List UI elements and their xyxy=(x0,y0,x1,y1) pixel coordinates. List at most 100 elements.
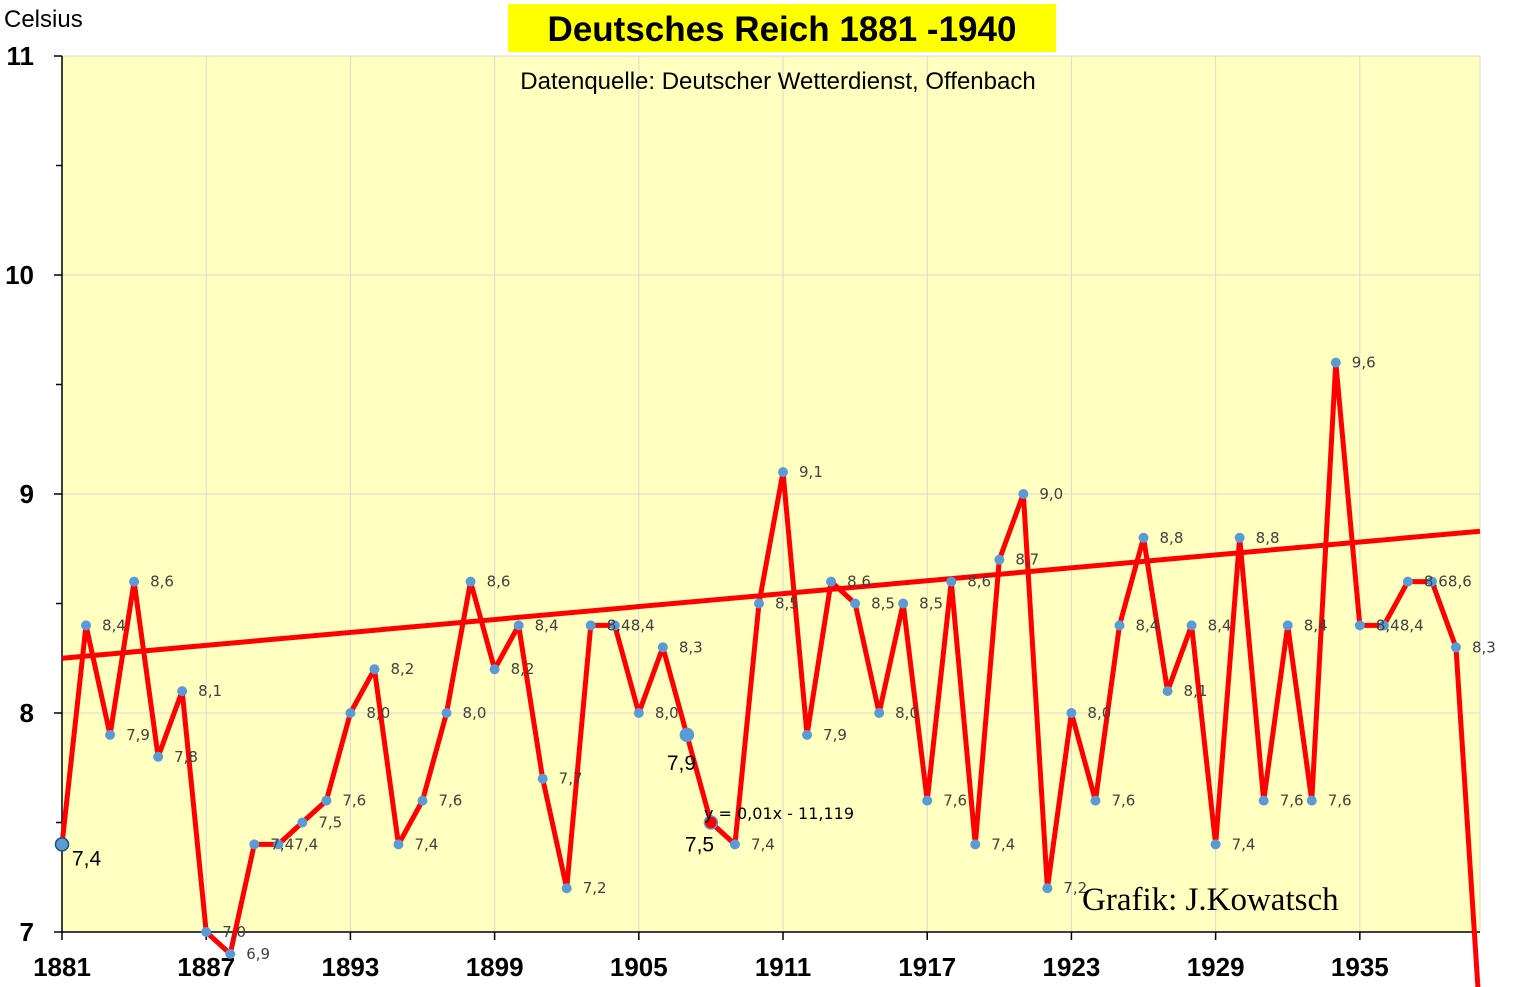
data-point xyxy=(633,708,644,718)
data-point xyxy=(1378,620,1389,631)
data-label: 7,2 xyxy=(583,879,607,897)
data-label: 9,6 xyxy=(1352,354,1376,372)
data-label: 8,4 xyxy=(102,616,126,634)
data-label: 8,6 xyxy=(150,573,174,591)
data-point xyxy=(1090,795,1101,806)
data-point xyxy=(465,576,476,587)
x-tick-label: 1899 xyxy=(466,952,524,982)
title-background xyxy=(508,4,1056,52)
trend-line xyxy=(61,528,1481,661)
data-point xyxy=(826,576,837,587)
data-label: 8,2 xyxy=(511,660,535,678)
y-tick-label: 9 xyxy=(20,479,34,509)
data-label: 7,2 xyxy=(1063,879,1087,897)
data-point xyxy=(609,620,620,631)
data-label: 8,6 xyxy=(967,573,991,591)
data-label: 8,5 xyxy=(775,595,799,613)
data-point xyxy=(561,883,572,894)
data-label: 7,5 xyxy=(685,834,714,857)
data-label: 7,4 xyxy=(270,835,294,853)
data-point xyxy=(1258,795,1269,806)
data-point xyxy=(321,795,332,806)
data-point xyxy=(297,817,308,828)
x-tick-label: 1911 xyxy=(755,952,811,982)
data-label: 8,4 xyxy=(1376,616,1400,634)
data-point xyxy=(105,729,116,740)
data-label: 7,4 xyxy=(751,835,775,853)
x-tick-label: 1929 xyxy=(1187,952,1245,982)
data-label: 9,0 xyxy=(1039,485,1063,503)
data-label: 8,6 xyxy=(487,573,511,591)
data-label: 8,0 xyxy=(366,704,390,722)
data-point xyxy=(249,839,260,850)
data-label: 6,9 xyxy=(246,945,270,963)
data-point xyxy=(946,576,957,587)
data-point xyxy=(802,729,813,740)
data-point xyxy=(1282,620,1293,631)
y-tick-label: 8 xyxy=(20,698,34,728)
data-point xyxy=(585,620,596,631)
y-tick-label: 11 xyxy=(7,41,35,71)
data-point xyxy=(922,795,933,806)
chart-title: Deutsches Reich 1881 -1940 xyxy=(548,10,1017,49)
data-label: 8,4 xyxy=(607,616,631,634)
data-point xyxy=(1066,708,1077,718)
data-label: 7,4 xyxy=(991,835,1015,853)
data-point xyxy=(393,839,404,850)
data-point xyxy=(369,664,380,675)
data-points xyxy=(54,357,1461,959)
data-label: 7,6 xyxy=(943,792,967,810)
data-label: 8,4 xyxy=(1400,616,1424,634)
data-label: 8,4 xyxy=(1135,616,1159,634)
x-tick-label: 1893 xyxy=(321,952,379,982)
data-point xyxy=(1450,642,1461,653)
data-label: 8,6 xyxy=(1448,573,1472,591)
data-label: 8,8 xyxy=(1160,529,1184,547)
x-tick-label: 1917 xyxy=(898,952,956,982)
x-tick-label: 1935 xyxy=(1331,952,1389,982)
credit-text: Grafik: J.Kowatsch xyxy=(1082,882,1339,918)
data-point xyxy=(81,620,92,631)
data-point xyxy=(1114,620,1125,631)
data-label: 7,9 xyxy=(823,726,847,744)
data-point xyxy=(1186,620,1197,631)
data-point xyxy=(225,948,236,959)
data-point xyxy=(898,598,909,609)
data-label: 7,6 xyxy=(342,792,366,810)
data-label: 7,7 xyxy=(559,770,583,788)
data-point xyxy=(273,839,284,850)
data-label: 8,0 xyxy=(463,704,487,722)
data-point xyxy=(441,708,452,718)
data-point xyxy=(153,751,164,762)
y-ticks: 7 8 9 10 11 xyxy=(5,41,62,947)
data-point xyxy=(1162,686,1173,697)
y-axis-label: Celsius xyxy=(4,6,83,33)
x-tick-label: 1887 xyxy=(177,952,235,982)
data-point xyxy=(201,927,212,937)
data-label: 8,3 xyxy=(679,638,703,656)
data-point xyxy=(778,467,789,478)
data-point xyxy=(1306,795,1317,806)
data-label: 7,4 xyxy=(1232,835,1256,853)
data-point xyxy=(703,815,719,830)
data-label: 8,2 xyxy=(390,660,414,678)
data-point xyxy=(489,664,500,675)
data-label: 7,4 xyxy=(72,847,102,870)
data-point xyxy=(970,839,981,850)
data-point xyxy=(1234,532,1245,543)
data-label: 8,0 xyxy=(655,704,679,722)
x-tick-label: 1881 xyxy=(33,952,91,982)
y-tick-label: 7 xyxy=(20,917,34,947)
data-point xyxy=(1138,532,1149,543)
data-point xyxy=(1330,357,1341,368)
data-point xyxy=(1042,883,1053,894)
data-point xyxy=(1210,839,1221,850)
data-point xyxy=(1426,576,1437,587)
data-point xyxy=(850,598,861,609)
data-label: 7,4 xyxy=(294,835,318,853)
data-label: 7,6 xyxy=(1328,792,1352,810)
data-label: 8,0 xyxy=(895,704,919,722)
data-label: 8,1 xyxy=(1184,682,1208,700)
data-label: 8,7 xyxy=(1015,551,1039,569)
data-point xyxy=(1018,489,1029,499)
